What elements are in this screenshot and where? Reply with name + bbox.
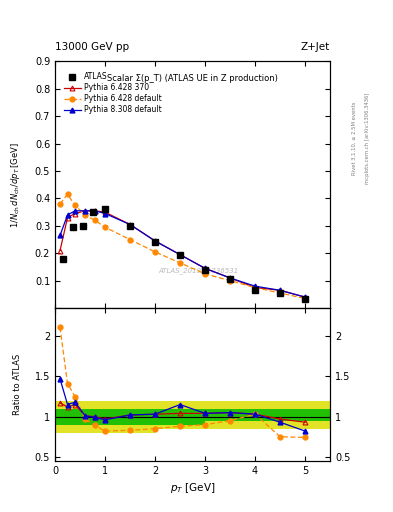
ATLAS: [60, 255, 65, 262]
Pythia 6.428 default: [203, 271, 208, 277]
ATLAS: [303, 295, 307, 302]
Text: mcplots.cern.ch [arXiv:1306.3436]: mcplots.cern.ch [arXiv:1306.3436]: [365, 93, 371, 184]
Pythia 6.428 default: [303, 295, 307, 302]
Line: Pythia 6.428 default: Pythia 6.428 default: [58, 192, 308, 301]
ATLAS: [80, 223, 85, 229]
Pythia 6.428 default: [278, 290, 283, 296]
ATLAS: [178, 251, 182, 258]
Pythia 6.428 370: [103, 209, 107, 215]
Pythia 6.428 370: [278, 287, 283, 293]
Pythia 8.308 default: [278, 287, 283, 293]
ATLAS: [70, 224, 75, 230]
Pythia 6.428 default: [103, 224, 107, 230]
ATLAS: [203, 267, 208, 273]
Pythia 8.308 default: [83, 208, 87, 214]
Pythia 6.428 default: [178, 260, 182, 266]
Pythia 8.308 default: [153, 238, 158, 244]
ATLAS: [253, 287, 257, 293]
Pythia 8.308 default: [228, 275, 232, 281]
Pythia 6.428 370: [65, 215, 70, 221]
Text: Rivet 3.1.10, ≥ 2.5M events: Rivet 3.1.10, ≥ 2.5M events: [352, 101, 357, 175]
Pythia 8.308 default: [93, 208, 97, 214]
Pythia 6.428 default: [93, 217, 97, 223]
Pythia 6.428 default: [253, 285, 257, 291]
Pythia 6.428 default: [65, 191, 70, 198]
Pythia 6.428 370: [203, 265, 208, 271]
ATLAS: [90, 209, 95, 215]
Pythia 6.428 default: [58, 201, 62, 207]
ATLAS: [153, 239, 158, 245]
Pythia 8.308 default: [103, 210, 107, 217]
Pythia 8.308 default: [253, 283, 257, 289]
Pythia 6.428 default: [153, 249, 158, 255]
Pythia 6.428 370: [178, 251, 182, 258]
Pythia 6.428 370: [58, 247, 62, 253]
Pythia 8.308 default: [303, 294, 307, 300]
Legend: ATLAS, Pythia 6.428 370, Pythia 6.428 default, Pythia 8.308 default: ATLAS, Pythia 6.428 370, Pythia 6.428 de…: [62, 70, 164, 117]
Y-axis label: Ratio to ATLAS: Ratio to ATLAS: [13, 354, 22, 415]
Y-axis label: $1/N_\mathrm{ch}\,dN_\mathrm{ch}/dp_T\,[\mathrm{GeV}]$: $1/N_\mathrm{ch}\,dN_\mathrm{ch}/dp_T\,[…: [9, 142, 22, 227]
Pythia 8.308 default: [178, 251, 182, 258]
Pythia 8.308 default: [73, 208, 77, 214]
Pythia 6.428 370: [153, 238, 158, 244]
Text: Z+Jet: Z+Jet: [301, 41, 330, 52]
Pythia 6.428 default: [83, 212, 87, 218]
Pythia 6.428 default: [228, 278, 232, 284]
Text: Scalar Σ(p_T) (ATLAS UE in Z production): Scalar Σ(p_T) (ATLAS UE in Z production): [107, 74, 278, 83]
Pythia 6.428 370: [253, 285, 257, 291]
ATLAS: [228, 276, 232, 283]
Line: Pythia 6.428 370: Pythia 6.428 370: [58, 208, 308, 300]
Pythia 6.428 370: [128, 221, 132, 227]
Pythia 8.308 default: [203, 265, 208, 271]
Pythia 8.308 default: [58, 232, 62, 239]
Pythia 8.308 default: [65, 212, 70, 218]
ATLAS: [128, 223, 132, 229]
ATLAS: [278, 290, 283, 296]
Line: ATLAS: ATLAS: [60, 207, 308, 301]
Text: ATLAS_2019_I1736531: ATLAS_2019_I1736531: [158, 268, 238, 274]
ATLAS: [103, 206, 107, 212]
Pythia 6.428 default: [128, 237, 132, 243]
Pythia 6.428 370: [228, 275, 232, 281]
Pythia 6.428 default: [73, 202, 77, 208]
X-axis label: $p_T$ [GeV]: $p_T$ [GeV]: [170, 481, 215, 495]
Pythia 6.428 370: [83, 208, 87, 214]
Pythia 6.428 370: [93, 208, 97, 214]
Line: Pythia 8.308 default: Pythia 8.308 default: [58, 208, 308, 300]
Text: 13000 GeV pp: 13000 GeV pp: [55, 41, 129, 52]
Pythia 6.428 370: [73, 210, 77, 217]
Pythia 6.428 370: [303, 294, 307, 300]
Pythia 8.308 default: [128, 221, 132, 227]
